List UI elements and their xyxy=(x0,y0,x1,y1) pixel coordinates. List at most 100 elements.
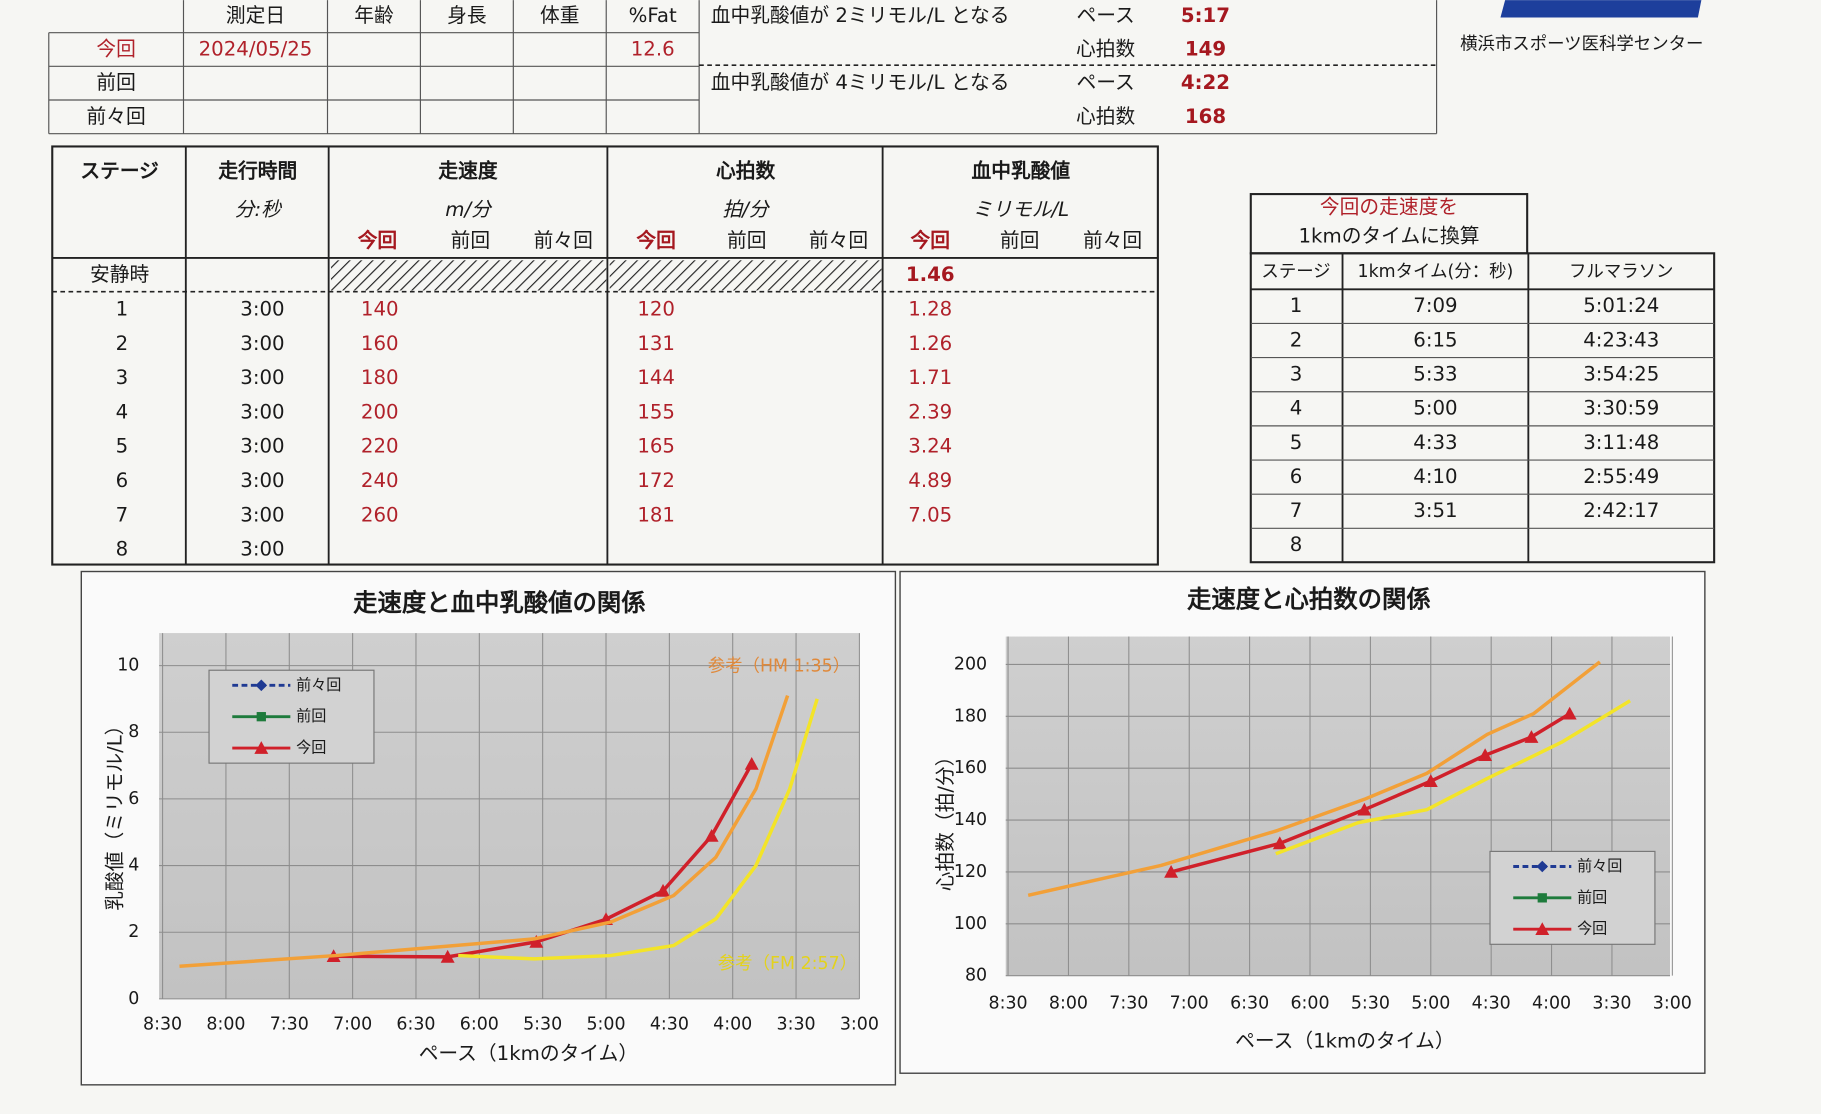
series-label: 参考（HM 1:35） xyxy=(708,657,850,677)
hr-value: 155 xyxy=(637,400,675,423)
y-tick-label: 0 xyxy=(128,989,139,1009)
marathon-time: 2:42:17 xyxy=(1583,499,1659,522)
column-header: フルマラソン xyxy=(1569,262,1673,282)
x-tick-label: 8:30 xyxy=(989,994,1028,1014)
marker xyxy=(1423,774,1438,787)
x-tick-label: 5:00 xyxy=(1411,994,1450,1014)
lactate-value: 4.89 xyxy=(908,469,952,492)
series-line xyxy=(1275,699,1631,856)
legend-marker xyxy=(1535,922,1550,936)
speed-value: 160 xyxy=(361,332,399,355)
marker xyxy=(529,934,544,948)
legend-marker xyxy=(254,741,269,754)
hr-value: 131 xyxy=(637,332,675,355)
stage: 7 xyxy=(1290,499,1303,522)
hr-value: 181 xyxy=(637,503,675,526)
hr-value: 120 xyxy=(637,298,675,321)
column-header: 1kmタイム(分：秒) xyxy=(1358,262,1514,282)
threshold-pace: 4:22 xyxy=(1181,71,1230,94)
chart-title: 走速度と心拍数の関係 xyxy=(1187,585,1431,614)
x-tick-label: 7:30 xyxy=(270,1014,309,1034)
legend-label: 前々回 xyxy=(296,676,341,694)
hr-value: 144 xyxy=(637,366,675,389)
session-header: 前回 xyxy=(727,229,766,252)
y-tick-label: 180 xyxy=(954,706,987,726)
speed-value: 180 xyxy=(361,366,399,389)
threshold-label: 心拍数 xyxy=(1076,38,1135,61)
threshold-pace: 5:17 xyxy=(1181,4,1230,27)
marathon-time: 2:55:49 xyxy=(1583,465,1659,488)
x-tick-label: 8:30 xyxy=(143,1014,182,1034)
stage: 1 xyxy=(1290,294,1303,317)
stage: 3 xyxy=(116,366,129,389)
chart-title: 走速度と血中乳酸値の関係 xyxy=(353,588,645,617)
y-tick-label: 8 xyxy=(128,722,139,742)
threshold-label: ペース xyxy=(1076,71,1134,94)
speed-value: 200 xyxy=(361,400,399,423)
time: 3:00 xyxy=(240,332,284,355)
row-label: 前回 xyxy=(96,71,135,94)
conversion-title: 今回の走速度を xyxy=(1320,196,1458,219)
hatch xyxy=(330,260,607,291)
stage: 6 xyxy=(1290,465,1303,488)
table-frame xyxy=(51,145,1159,566)
time: 3:00 xyxy=(240,469,284,492)
column-header: ステージ xyxy=(1261,262,1330,282)
lactate-value: 1.46 xyxy=(906,263,955,286)
marathon-time: 3:11:48 xyxy=(1583,431,1659,454)
threshold-label: ペース xyxy=(1076,4,1134,27)
threshold-hr: 168 xyxy=(1185,105,1226,128)
stage: 6 xyxy=(116,469,129,492)
marker xyxy=(1524,730,1539,743)
marathon-time: 4:23:43 xyxy=(1583,328,1659,351)
legend-marker xyxy=(256,712,266,722)
x-tick-label: 3:30 xyxy=(777,1014,816,1034)
column-header: %Fat xyxy=(629,4,677,27)
y-axis-title: 心拍数（拍/分） xyxy=(934,746,957,891)
x-tick-label: 7:00 xyxy=(1170,994,1209,1014)
speed-value: 240 xyxy=(361,469,399,492)
y-tick-label: 4 xyxy=(128,856,139,876)
threshold-hr: 149 xyxy=(1185,38,1226,61)
stage: 2 xyxy=(1290,328,1303,351)
marker xyxy=(1164,864,1179,878)
series-label: 参考（FM 2:57） xyxy=(718,954,857,974)
session-header: 前々回 xyxy=(534,229,593,252)
row-label: 前々回 xyxy=(87,105,146,128)
legend-marker xyxy=(1536,860,1549,873)
stage: 7 xyxy=(116,503,129,526)
y-tick-label: 80 xyxy=(965,966,987,986)
stage: 2 xyxy=(116,332,129,355)
y-tick-label: 6 xyxy=(128,789,139,809)
x-tick-label: 5:30 xyxy=(523,1014,562,1034)
unit: 拍/分 xyxy=(723,198,771,221)
pace: 4:33 xyxy=(1413,431,1457,454)
column-header: 体重 xyxy=(540,4,579,27)
marker xyxy=(704,828,719,842)
column-header: 走行時間 xyxy=(218,160,297,183)
session-header: 今回 xyxy=(911,229,950,252)
stage: 8 xyxy=(116,538,129,561)
pace: 3:51 xyxy=(1413,499,1457,522)
session-header: 今回 xyxy=(358,229,397,252)
x-tick-label: 5:00 xyxy=(586,1014,625,1034)
column-header: 身長 xyxy=(447,4,487,27)
unit: 分:秒 xyxy=(235,198,282,221)
stage: 8 xyxy=(1290,533,1303,556)
column-header: ステージ xyxy=(80,160,159,183)
column-header: 血中乳酸値 xyxy=(971,160,1070,183)
legend-label: 今回 xyxy=(1577,920,1607,938)
speed-value: 260 xyxy=(361,503,399,526)
threshold-condition: 血中乳酸値が 4ミリモル/L となる xyxy=(711,71,1010,94)
conversion-title: 1kmのタイムに換算 xyxy=(1298,225,1479,248)
lactate-value: 2.39 xyxy=(908,400,952,423)
unit: ミリモル/L xyxy=(973,198,1070,221)
legend-label: 前回 xyxy=(1577,888,1607,906)
hr-value: 165 xyxy=(637,435,675,458)
x-tick-label: 3:30 xyxy=(1592,994,1631,1014)
row-label: 今回 xyxy=(96,38,135,61)
stage: 4 xyxy=(1290,397,1303,420)
legend-label: 前々回 xyxy=(1577,857,1622,875)
stage: 3 xyxy=(1290,363,1303,386)
